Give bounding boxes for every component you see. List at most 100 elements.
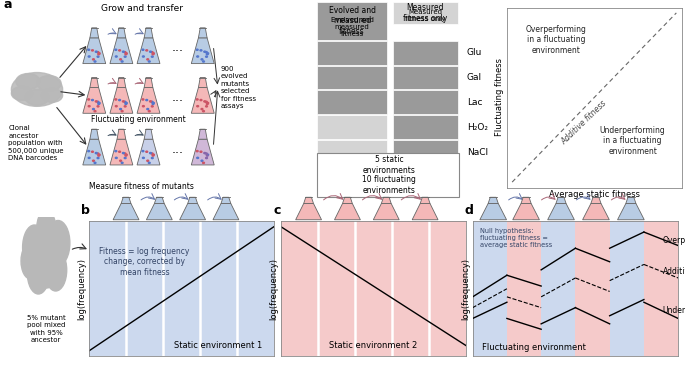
Bar [317, 66, 387, 90]
Circle shape [151, 106, 153, 107]
Circle shape [97, 52, 99, 53]
Text: ...: ... [171, 142, 183, 156]
Text: Static environment 2: Static environment 2 [329, 340, 417, 350]
Text: Measured
fitness only: Measured fitness only [405, 9, 445, 22]
Circle shape [201, 59, 203, 60]
Circle shape [23, 225, 46, 270]
Y-axis label: log(frequency): log(frequency) [77, 258, 86, 320]
Text: b: b [82, 204, 90, 218]
Circle shape [125, 102, 127, 104]
Text: 5 static
environments: 5 static environments [362, 155, 416, 175]
Text: Overperforming
in a fluctuating
environment: Overperforming in a fluctuating environm… [525, 25, 586, 55]
Polygon shape [342, 197, 352, 204]
Circle shape [142, 56, 145, 57]
Circle shape [203, 61, 204, 62]
Circle shape [123, 101, 124, 102]
Circle shape [92, 108, 95, 109]
Circle shape [197, 106, 199, 107]
Polygon shape [117, 28, 126, 38]
Circle shape [115, 106, 117, 107]
Polygon shape [420, 197, 430, 204]
Circle shape [197, 56, 199, 57]
Circle shape [119, 151, 121, 152]
Text: Measured
fitness only: Measured fitness only [403, 3, 447, 22]
Circle shape [147, 59, 149, 60]
Circle shape [153, 53, 154, 54]
Circle shape [206, 106, 208, 107]
Polygon shape [221, 197, 231, 204]
Circle shape [94, 162, 96, 164]
Circle shape [203, 162, 204, 164]
Circle shape [142, 106, 145, 107]
Text: Null hypothesis:
fluctuating fitness =
average static fitness: Null hypothesis: fluctuating fitness = a… [479, 228, 551, 248]
Circle shape [149, 51, 151, 53]
Text: 5% mutant
pool mixed
with 95%
ancestor: 5% mutant pool mixed with 95% ancestor [27, 315, 66, 344]
Circle shape [207, 102, 209, 104]
Circle shape [204, 51, 206, 53]
Circle shape [88, 157, 90, 159]
Circle shape [115, 56, 117, 57]
Polygon shape [626, 197, 636, 204]
Text: Clonal
ancestor
population with
500,000 unique
DNA barcodes: Clonal ancestor population with 500,000 … [8, 125, 64, 161]
Circle shape [125, 155, 127, 156]
Circle shape [152, 54, 154, 55]
Circle shape [206, 101, 208, 102]
Polygon shape [412, 204, 438, 220]
Circle shape [142, 150, 144, 152]
Polygon shape [191, 87, 214, 113]
Polygon shape [110, 87, 133, 113]
Text: Fluctuating environment: Fluctuating environment [91, 115, 186, 124]
Polygon shape [137, 87, 160, 113]
Bar [644, 221, 678, 356]
Text: Evolved and
measured
fitness: Evolved and measured fitness [331, 17, 373, 38]
Circle shape [97, 101, 99, 102]
Bar [473, 221, 507, 356]
Circle shape [97, 158, 99, 159]
Polygon shape [137, 38, 160, 64]
Circle shape [146, 151, 148, 152]
Circle shape [204, 153, 206, 154]
Circle shape [153, 102, 154, 104]
Bar [393, 140, 458, 164]
Circle shape [151, 158, 153, 159]
Circle shape [149, 61, 150, 62]
Circle shape [206, 52, 208, 53]
Circle shape [200, 50, 202, 51]
Circle shape [151, 153, 153, 154]
Y-axis label: Fluctuating fitness: Fluctuating fitness [495, 58, 504, 136]
Circle shape [125, 54, 127, 55]
Circle shape [203, 111, 204, 112]
Circle shape [142, 99, 144, 100]
Bar [610, 221, 644, 356]
Circle shape [98, 154, 100, 155]
Polygon shape [373, 204, 399, 220]
Circle shape [88, 99, 90, 100]
Circle shape [98, 102, 100, 104]
Bar [393, 41, 458, 64]
Polygon shape [137, 139, 160, 165]
Circle shape [97, 106, 99, 107]
Polygon shape [199, 78, 207, 87]
Circle shape [201, 108, 203, 109]
Text: Grow and transfer: Grow and transfer [101, 4, 184, 13]
Polygon shape [488, 197, 498, 204]
Text: ...: ... [171, 41, 183, 54]
Text: Underperforming: Underperforming [662, 306, 685, 315]
Circle shape [27, 252, 49, 294]
Circle shape [121, 162, 123, 164]
Circle shape [149, 101, 151, 102]
Circle shape [42, 88, 62, 102]
Circle shape [92, 50, 93, 51]
Circle shape [92, 59, 95, 60]
Circle shape [124, 158, 126, 159]
Polygon shape [512, 204, 540, 220]
Circle shape [206, 54, 208, 55]
Polygon shape [618, 204, 644, 220]
Circle shape [125, 103, 127, 105]
Polygon shape [303, 197, 314, 204]
Circle shape [95, 51, 97, 53]
Circle shape [95, 153, 97, 154]
Circle shape [115, 49, 116, 50]
Text: Measure fitness of mutants: Measure fitness of mutants [89, 182, 194, 190]
Bar [317, 2, 387, 40]
